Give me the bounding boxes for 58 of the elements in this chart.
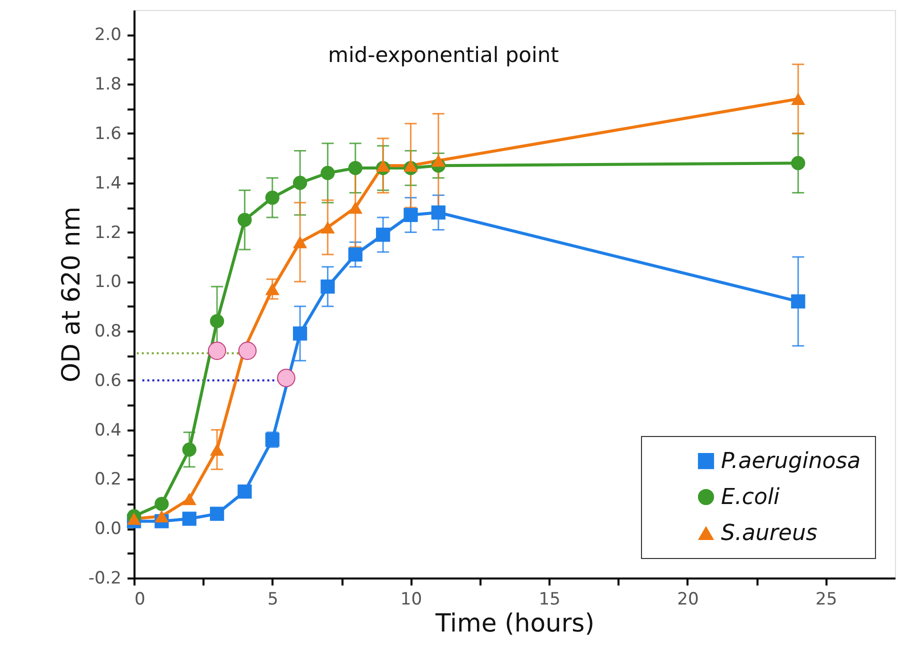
point — [126, 512, 142, 525]
point — [791, 156, 806, 170]
y-tick-label: 1.0 — [94, 272, 122, 292]
point — [292, 236, 308, 248]
x-axis-title: Time (hours) — [434, 608, 594, 638]
point — [238, 342, 257, 360]
point — [348, 201, 362, 214]
point — [348, 160, 362, 176]
point — [292, 326, 308, 341]
annotation: mid-exponential point — [328, 43, 559, 67]
point — [376, 228, 390, 242]
point — [791, 294, 806, 308]
y-tick-label: 0.6 — [94, 370, 122, 391]
point — [238, 212, 252, 227]
point — [431, 205, 446, 220]
point — [265, 282, 280, 296]
y-tick-label: -0.2 — [88, 568, 122, 588]
y-tick-label: 0.4 — [94, 420, 122, 440]
x-tick-label: 25 — [816, 590, 838, 610]
point — [210, 443, 224, 456]
point — [791, 92, 806, 106]
legend-label: S.aureus — [721, 521, 818, 546]
y-tick-label: 1.2 — [94, 222, 122, 243]
point — [265, 190, 280, 205]
x-tick-label: 0 — [134, 590, 146, 610]
y-tick-label: 0.0 — [94, 519, 122, 540]
point — [277, 368, 296, 388]
y-tick-label: 1.4 — [94, 173, 122, 194]
point — [376, 159, 390, 172]
point — [210, 506, 224, 521]
point — [208, 342, 226, 360]
x-tick-label: 5 — [267, 590, 278, 610]
point — [182, 442, 196, 457]
point — [431, 154, 446, 167]
point — [320, 166, 335, 180]
y-axis-title: OD at 620 nm — [56, 206, 86, 382]
y-tick-label: 2.0 — [94, 25, 122, 46]
legend-label: P.aeruginosa — [721, 449, 861, 474]
point — [292, 176, 308, 190]
y-tick-label: 1.8 — [94, 74, 122, 95]
point — [210, 314, 224, 328]
point — [238, 484, 252, 499]
point — [182, 492, 196, 506]
x-tick-label: 10 — [400, 590, 422, 610]
y-tick-label: 0.2 — [94, 470, 122, 490]
point — [182, 512, 196, 526]
point — [154, 510, 169, 522]
point — [404, 208, 418, 222]
y-tick-label: 1.6 — [94, 124, 122, 144]
y-tick-label: 0.8 — [94, 322, 122, 342]
point — [348, 247, 362, 262]
point — [320, 221, 335, 234]
point — [154, 496, 169, 511]
x-tick-label: 15 — [538, 590, 560, 610]
point — [404, 159, 418, 172]
legend-label: E.coli — [721, 485, 780, 510]
x-tick-label: 20 — [677, 590, 699, 610]
point — [320, 280, 335, 294]
